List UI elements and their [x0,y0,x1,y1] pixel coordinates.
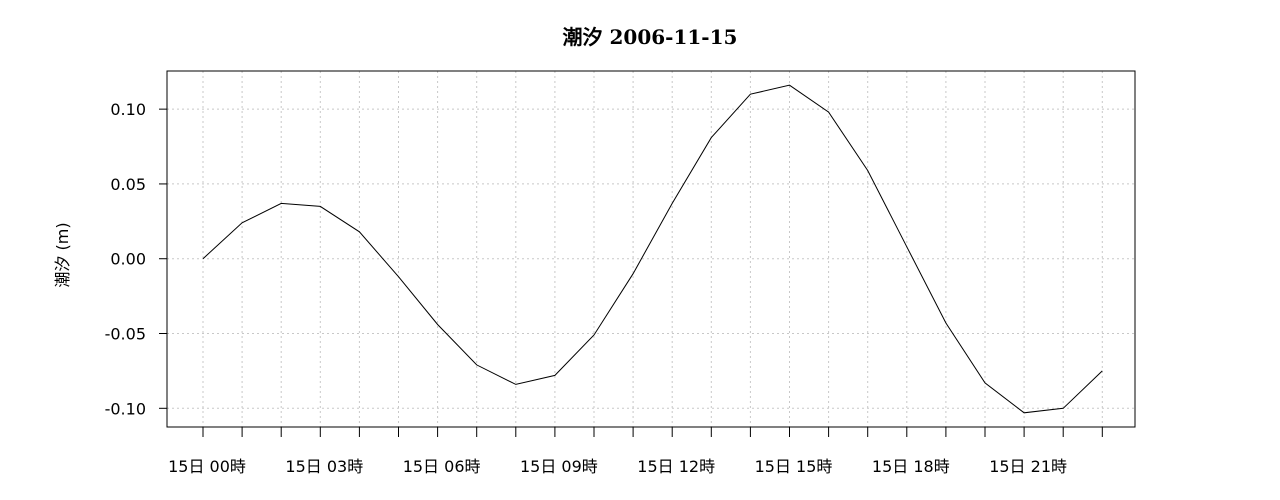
y-axis: 0.10 0.05 0.00 -0.05 -0.10 [105,100,167,418]
data-point [827,111,829,113]
x-axis: 15日 00時 15日 03時 15日 06時 15日 09時 15日 12時 15日 1… [168,427,1103,476]
y-axis-label: 潮汐 (m) [53,222,72,287]
data-point [867,169,869,171]
data-point [710,136,712,138]
x-tick-label: 15日 06時 [403,457,481,476]
data-point [202,258,204,260]
data-point [554,374,556,376]
data-point [632,272,634,274]
data-point [1101,370,1103,372]
data-point [436,323,438,325]
x-tick-label: 15日 09時 [520,457,598,476]
x-tick-label: 15日 18時 [872,457,950,476]
data-point [476,364,478,366]
data-point [749,93,751,95]
x-tick-label: 15日 12時 [637,457,715,476]
data-point [1062,407,1064,409]
data-point [593,334,595,336]
plot-frame [166,70,1136,428]
data-point [671,202,673,204]
x-tick-label: 15日 15時 [755,457,833,476]
x-tick-label: 15日 00時 [168,457,246,476]
data-point [241,222,243,224]
series-tide [202,84,1103,414]
data-point [280,202,282,204]
data-point [358,231,360,233]
y-tick-label: -0.10 [105,399,146,418]
x-tick-label: 15日 03時 [285,457,363,476]
data-point [945,322,947,324]
data-point [397,275,399,277]
data-point [1023,412,1025,414]
data-point [319,205,321,207]
x-tick-label: 15日 21時 [989,457,1067,476]
data-point [984,382,986,384]
y-tick-label: 0.00 [110,250,146,269]
data-point [515,383,517,385]
y-tick-label: 0.05 [110,175,146,194]
y-tick-label: 0.10 [110,100,146,119]
grid-lines [167,71,1135,427]
data-point [788,84,790,86]
chart-title: 潮汐 2006-11-15 [563,25,738,49]
y-tick-label: -0.05 [105,325,146,344]
data-point [906,246,908,248]
series-line [202,84,1103,414]
